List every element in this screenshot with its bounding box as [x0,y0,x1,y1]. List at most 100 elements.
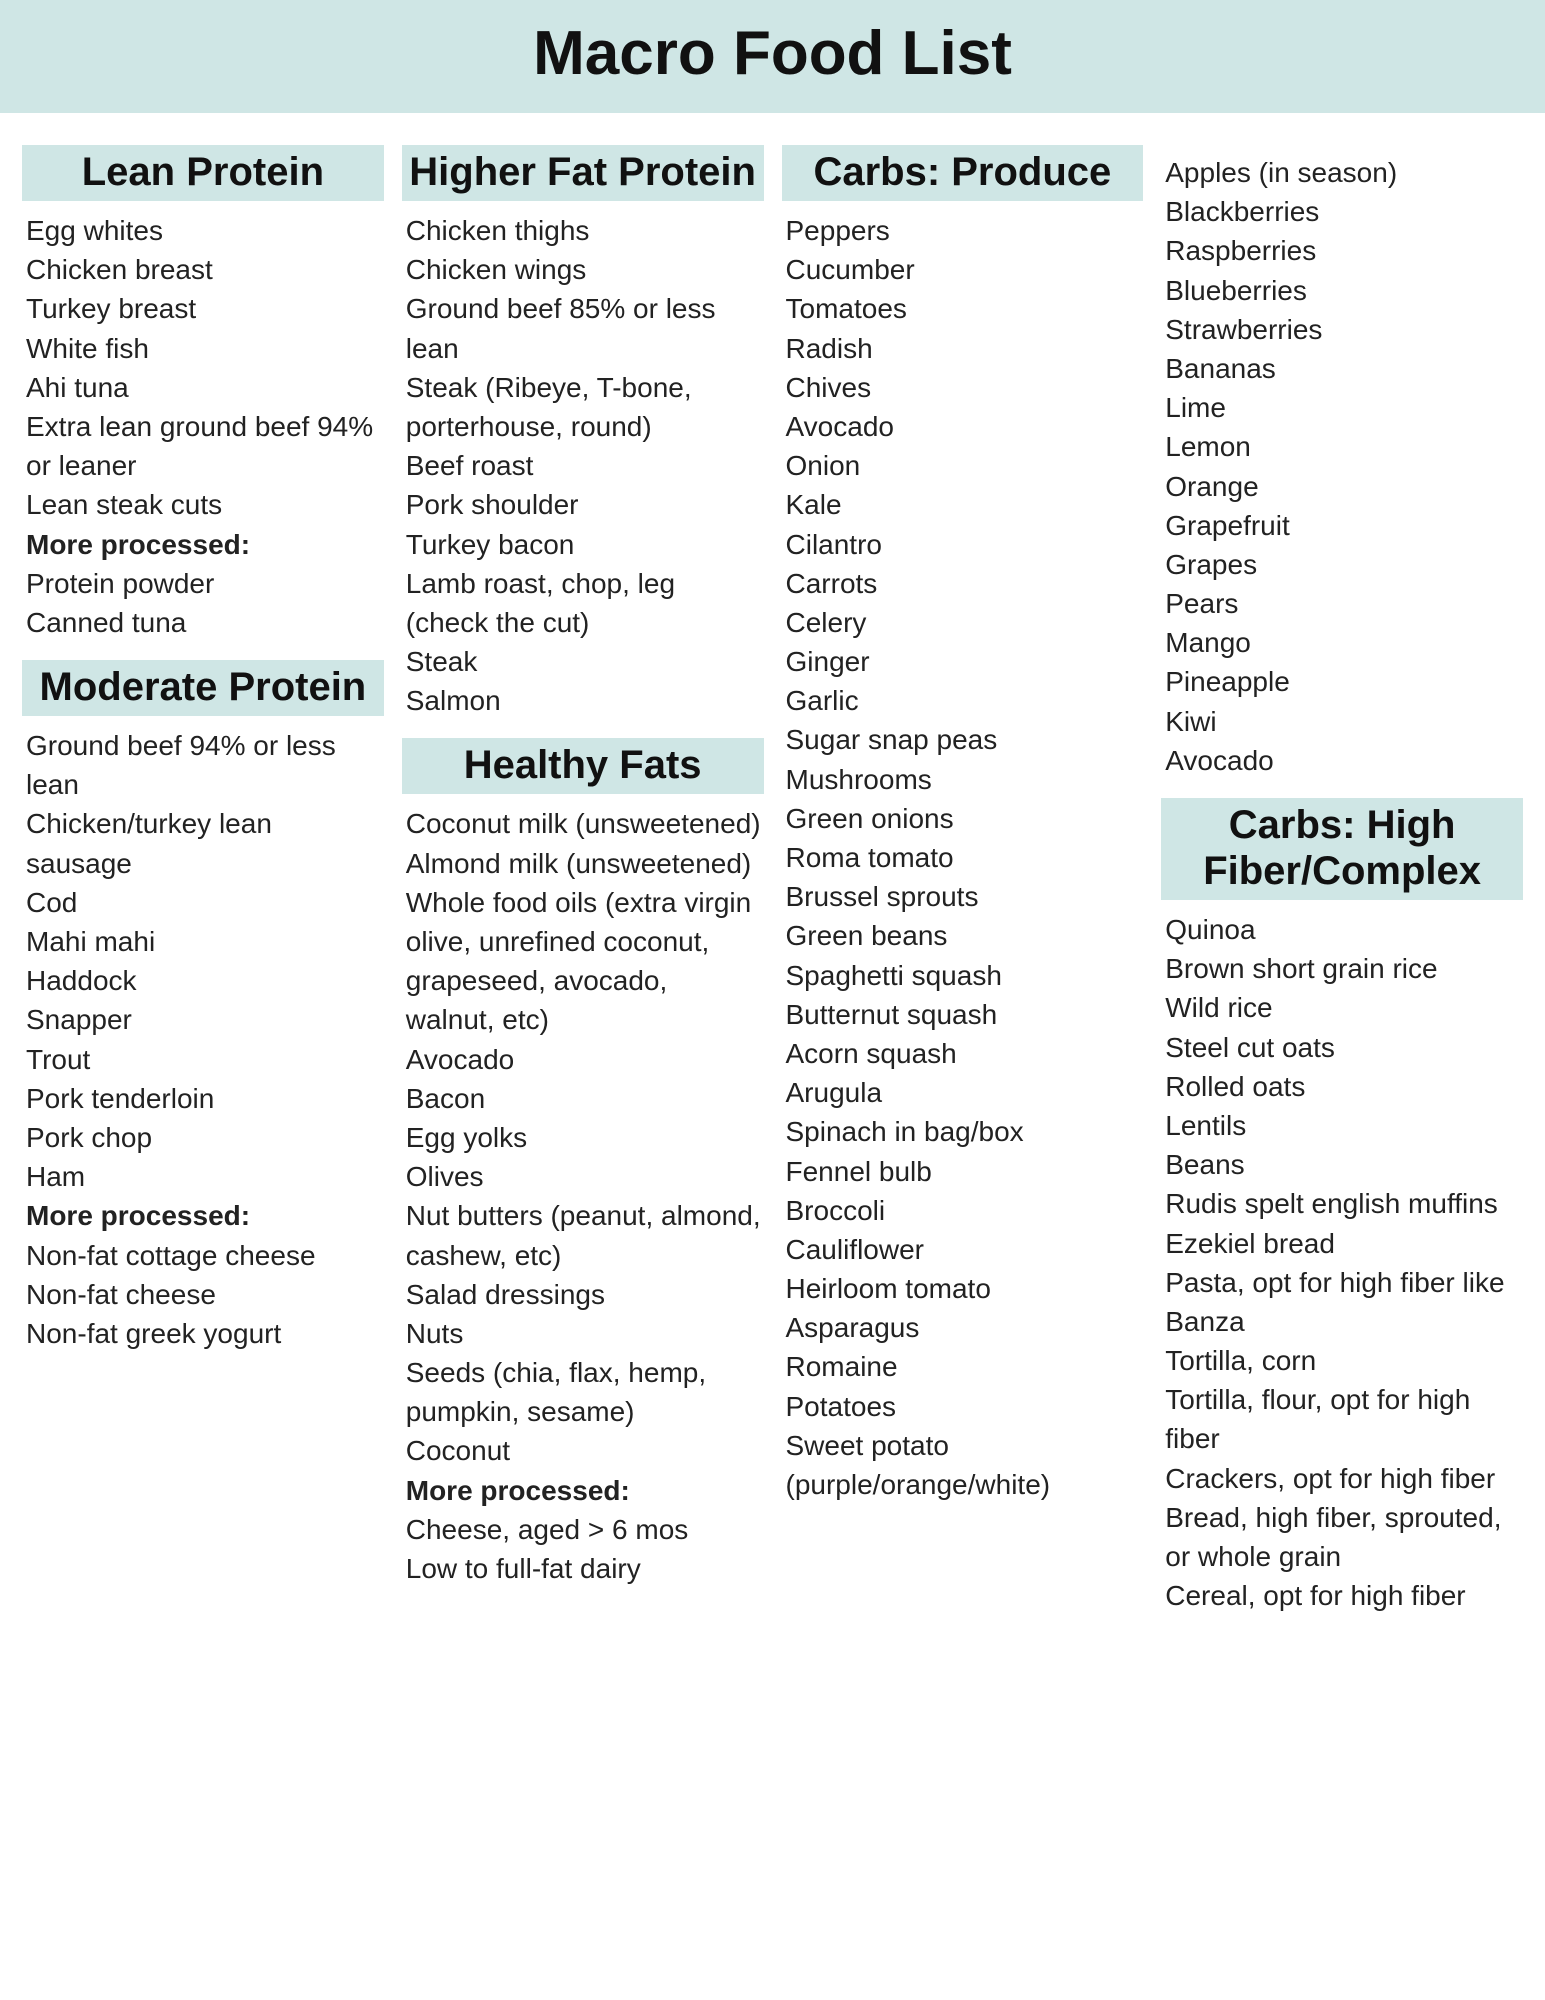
list-item: Pork shoulder [406,485,764,524]
list-item: Chicken breast [26,250,384,289]
column-3: Carbs: Produce PeppersCucumberTomatoesRa… [782,131,1144,1504]
list-item: Romaine [786,1347,1144,1386]
list-item: Salad dressings [406,1275,764,1314]
list-item: Egg whites [26,211,384,250]
list-item: Turkey bacon [406,525,764,564]
list-item: Celery [786,603,1144,642]
list-item: Grapefruit [1165,506,1523,545]
list-item: Butternut squash [786,995,1144,1034]
list-item: Tomatoes [786,289,1144,328]
list-item: Rudis spelt english muffins [1165,1184,1523,1223]
list-item: Tortilla, flour, opt for high fiber [1165,1380,1523,1458]
healthy-fats-more-processed: More processed: [402,1471,764,1510]
list-item: Haddock [26,961,384,1000]
list-item: Lamb roast, chop, leg (check the cut) [406,564,764,642]
heading-carbs-produce: Carbs: Produce [782,145,1144,201]
lean-protein-more-processed: More processed: [22,525,384,564]
list-item: Salmon [406,681,764,720]
list-item: Lean steak cuts [26,485,384,524]
list-item: Cheese, aged > 6 mos [406,1510,764,1549]
list-item: Ham [26,1157,384,1196]
list-item: Potatoes [786,1387,1144,1426]
list-item: Grapes [1165,545,1523,584]
list-item: Raspberries [1165,231,1523,270]
list-item: Lemon [1165,427,1523,466]
list-item: Olives [406,1157,764,1196]
list-item: Nut butters (peanut, almond, cashew, etc… [406,1196,764,1274]
list-item: Pork chop [26,1118,384,1157]
list-lean-protein: Egg whitesChicken breastTurkey breastWhi… [22,211,384,525]
list-item: Blueberries [1165,271,1523,310]
list-item: Turkey breast [26,289,384,328]
list-healthy-fats: Coconut milk (unsweetened)Almond milk (u… [402,804,764,1470]
column-1: Lean Protein Egg whitesChicken breastTur… [22,131,384,1353]
list-item: Orange [1165,467,1523,506]
list-item: Seeds (chia, flax, hemp, pumpkin, sesame… [406,1353,764,1431]
list-item: Pork tenderloin [26,1079,384,1118]
list-item: Roma tomato [786,838,1144,877]
list-item: Beef roast [406,446,764,485]
page-body: Lean Protein Egg whitesChicken breastTur… [0,113,1545,1655]
list-higher-fat-protein: Chicken thighsChicken wingsGround beef 8… [402,211,764,720]
list-item: Chicken wings [406,250,764,289]
list-item: Green onions [786,799,1144,838]
list-item: Ginger [786,642,1144,681]
list-item: Chives [786,368,1144,407]
list-item: Acorn squash [786,1034,1144,1073]
list-item: Ezekiel bread [1165,1224,1523,1263]
list-item: Mango [1165,623,1523,662]
list-item: Rolled oats [1165,1067,1523,1106]
list-item: Coconut milk (unsweetened) [406,804,764,843]
list-item: Tortilla, corn [1165,1341,1523,1380]
list-item: Avocado [406,1040,764,1079]
list-item: Non-fat cottage cheese [26,1236,384,1275]
moderate-protein-more-processed: More processed: [22,1196,384,1235]
list-carbs-complex: QuinoaBrown short grain riceWild riceSte… [1161,910,1523,1615]
list-fruits: Apples (in season)BlackberriesRaspberrie… [1161,153,1523,780]
list-item: Egg yolks [406,1118,764,1157]
list-item: Arugula [786,1073,1144,1112]
heading-lean-protein: Lean Protein [22,145,384,201]
more-processed-label: More processed: [26,525,384,564]
list-item: Cucumber [786,250,1144,289]
list-carbs-produce: PeppersCucumberTomatoesRadishChivesAvoca… [782,211,1144,1504]
list-item: Cereal, opt for high fiber [1165,1576,1523,1615]
list-item: Pears [1165,584,1523,623]
column-4: Apples (in season)BlackberriesRaspberrie… [1161,131,1523,1615]
list-item: Ground beef 94% or less lean [26,726,384,804]
list-item: Snapper [26,1000,384,1039]
list-item: Mushrooms [786,760,1144,799]
list-item: Blackberries [1165,192,1523,231]
list-item: Avocado [786,407,1144,446]
list-item: Pineapple [1165,662,1523,701]
list-item: Beans [1165,1145,1523,1184]
list-healthy-fats-processed: Cheese, aged > 6 mosLow to full-fat dair… [402,1510,764,1588]
list-item: Bacon [406,1079,764,1118]
list-item: Extra lean ground beef 94% or leaner [26,407,384,485]
list-item: Kale [786,485,1144,524]
list-item: Broccoli [786,1191,1144,1230]
list-item: Sweet potato (purple/orange/white) [786,1426,1144,1504]
list-item: Bananas [1165,349,1523,388]
more-processed-label: More processed: [26,1196,384,1235]
list-item: Avocado [1165,741,1523,780]
list-item: Chicken/turkey lean sausage [26,804,384,882]
list-item: Steel cut oats [1165,1028,1523,1067]
list-item: Lime [1165,388,1523,427]
heading-moderate-protein: Moderate Protein [22,660,384,716]
list-item: Sugar snap peas [786,720,1144,759]
list-item: Spaghetti squash [786,956,1144,995]
list-item: Ground beef 85% or less lean [406,289,764,367]
list-item: Apples (in season) [1165,153,1523,192]
heading-healthy-fats: Healthy Fats [402,738,764,794]
list-item: Low to full-fat dairy [406,1549,764,1588]
list-item: Spinach in bag/box [786,1112,1144,1151]
list-item: Steak (Ribeye, T-bone, porterhouse, roun… [406,368,764,446]
list-item: White fish [26,329,384,368]
list-item: Trout [26,1040,384,1079]
list-item: Coconut [406,1431,764,1470]
list-item: Crackers, opt for high fiber [1165,1459,1523,1498]
list-lean-protein-processed: Protein powderCanned tuna [22,564,384,642]
list-item: Protein powder [26,564,384,603]
list-item: Brown short grain rice [1165,949,1523,988]
